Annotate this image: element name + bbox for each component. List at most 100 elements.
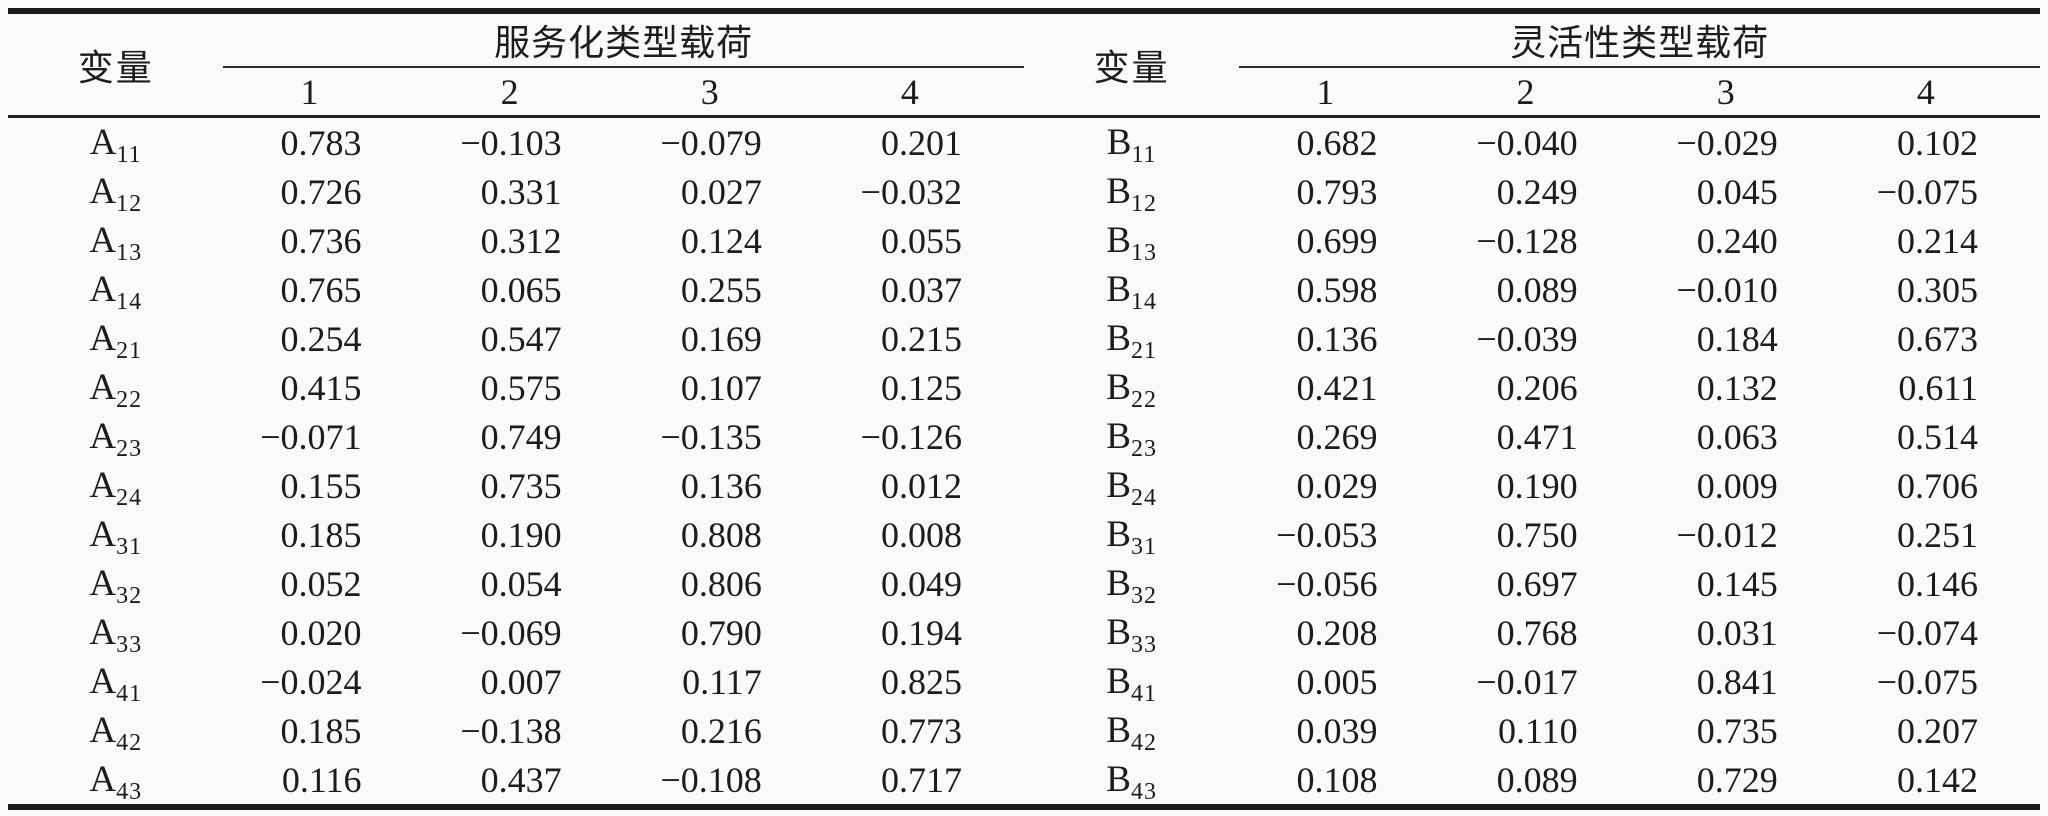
loading-value: −0.108 [660,759,762,800]
loading-value: 0.155 [280,465,362,506]
table-row: A31 0.185 0.190 0.808 0.008 B31 −0.053 0.750 −0.… [8,510,2040,559]
variable-label: A32 [89,563,143,609]
loading-value: 0.009 [1696,465,1778,506]
subcolumn-header-row: 1 2 3 4 1 2 3 4 [8,67,2040,118]
loading-value: 0.207 [1897,710,1978,751]
loading-value: −0.075 [1876,661,1978,702]
loading-value: 0.055 [880,220,962,261]
variable-label: A24 [89,465,143,511]
right-factor-2-header: 2 [1439,67,1640,118]
variable-label: A33 [89,612,143,658]
loading-value: 0.020 [280,612,362,653]
loading-value: −0.079 [660,122,762,163]
loading-value: 0.054 [480,563,562,604]
table-row: A41 −0.024 0.007 0.117 0.825 B41 0.005 −0.017 0.… [8,657,2040,706]
loading-value: 0.808 [680,514,762,555]
loading-value: 0.184 [1696,318,1778,359]
loading-value: −0.071 [260,416,362,457]
table-row: A33 0.020 −0.069 0.790 0.194 B33 0.208 0.768 0.0… [8,608,2040,657]
loading-value: 0.254 [280,318,362,359]
variable-label: B24 [1106,465,1157,511]
loading-value: 0.007 [480,661,562,702]
loading-value: 0.706 [1897,465,1978,506]
loading-value: −0.029 [1676,122,1778,163]
loading-value: 0.206 [1496,367,1578,408]
loading-value: 0.005 [1296,661,1378,702]
loading-value: 0.611 [1898,367,1978,408]
loading-value: 0.132 [1696,367,1778,408]
table-row: A14 0.765 0.065 0.255 0.037 B14 0.598 0.089 −0.0… [8,265,2040,314]
loading-value: 0.190 [1496,465,1578,506]
loading-value: 0.750 [1496,514,1578,555]
variable-label: B22 [1106,367,1157,413]
loading-value: 0.063 [1696,416,1778,457]
variable-label: A31 [89,514,143,560]
loading-value: −0.017 [1476,661,1578,702]
loading-value: −0.135 [660,416,762,457]
variable-label: B43 [1106,759,1157,805]
loading-value: −0.040 [1476,122,1578,163]
loading-value: 0.065 [480,269,562,310]
loading-value: 0.049 [880,563,962,604]
variable-label: B14 [1106,269,1157,315]
right-spanner-header: 灵活性类型载荷 [1239,11,2040,68]
loading-value: 0.107 [680,367,762,408]
loading-value: 0.124 [680,220,762,261]
table-row: A11 0.783 −0.103 −0.079 0.201 B11 0.682 −0.040 −… [8,117,2040,168]
loading-value: 0.102 [1897,122,1978,163]
loading-value: 0.108 [1296,759,1378,800]
variable-label: A11 [89,122,142,168]
variable-label: B32 [1106,563,1157,609]
table-row: A13 0.736 0.312 0.124 0.055 B13 0.699 −0.128 0.2… [8,216,2040,265]
variable-label: A43 [89,759,143,805]
loading-value: 0.793 [1296,171,1378,212]
loading-value: 0.547 [480,318,562,359]
loading-value: 0.029 [1296,465,1378,506]
left-spanner-header: 服务化类型载荷 [223,11,1024,68]
loading-value: −0.039 [1476,318,1578,359]
loading-value: 0.039 [1296,710,1378,751]
loading-value: 0.146 [1897,563,1978,604]
loading-value: 0.331 [480,171,562,212]
loading-value: 0.012 [880,465,962,506]
left-factor-4-header: 4 [823,67,1024,118]
variable-label: B33 [1106,612,1157,658]
spanner-header-row: 变量 服务化类型载荷 变量 灵活性类型载荷 [8,11,2040,118]
variable-label: A42 [89,710,143,756]
loading-value: −0.138 [460,710,562,751]
loading-value: 0.673 [1897,318,1978,359]
loading-value: 0.027 [680,171,762,212]
loading-value: 0.185 [280,710,362,751]
variable-label: B21 [1106,318,1157,364]
loading-value: 0.768 [1496,612,1578,653]
loading-value: 0.726 [280,171,362,212]
loading-value: 0.214 [1897,220,1978,261]
loading-value: 0.575 [480,367,562,408]
table-row: A43 0.116 0.437 −0.108 0.717 B43 0.108 0.089 0.7… [8,755,2040,807]
loading-value: 0.117 [682,661,762,702]
loading-value: 0.717 [880,759,962,800]
variable-label: A21 [89,318,143,364]
loading-value: 0.169 [680,318,762,359]
table-row: A12 0.726 0.331 0.027 −0.032 B12 0.793 0.249 0.0… [8,167,2040,216]
loading-value: 0.031 [1696,612,1778,653]
loading-value: −0.056 [1276,563,1378,604]
loading-value: −0.075 [1876,171,1978,212]
loading-value: 0.749 [480,416,562,457]
loading-value: 0.208 [1296,612,1378,653]
loading-value: 0.110 [1497,710,1578,751]
table-row: A23 −0.071 0.749 −0.135 −0.126 B23 0.269 0.471 0… [8,412,2040,461]
loading-value: 0.145 [1696,563,1778,604]
loading-value: 0.089 [1496,759,1578,800]
left-factor-2-header: 2 [423,67,624,118]
loading-value: 0.255 [680,269,762,310]
loading-value: −0.103 [460,122,562,163]
variable-label: B12 [1106,171,1157,217]
loading-value: 0.216 [680,710,762,751]
loading-value: 0.185 [280,514,362,555]
loading-value: 0.089 [1496,269,1578,310]
loading-value: 0.825 [880,661,962,702]
loading-value: 0.201 [880,122,962,163]
variable-label: A23 [89,416,143,462]
